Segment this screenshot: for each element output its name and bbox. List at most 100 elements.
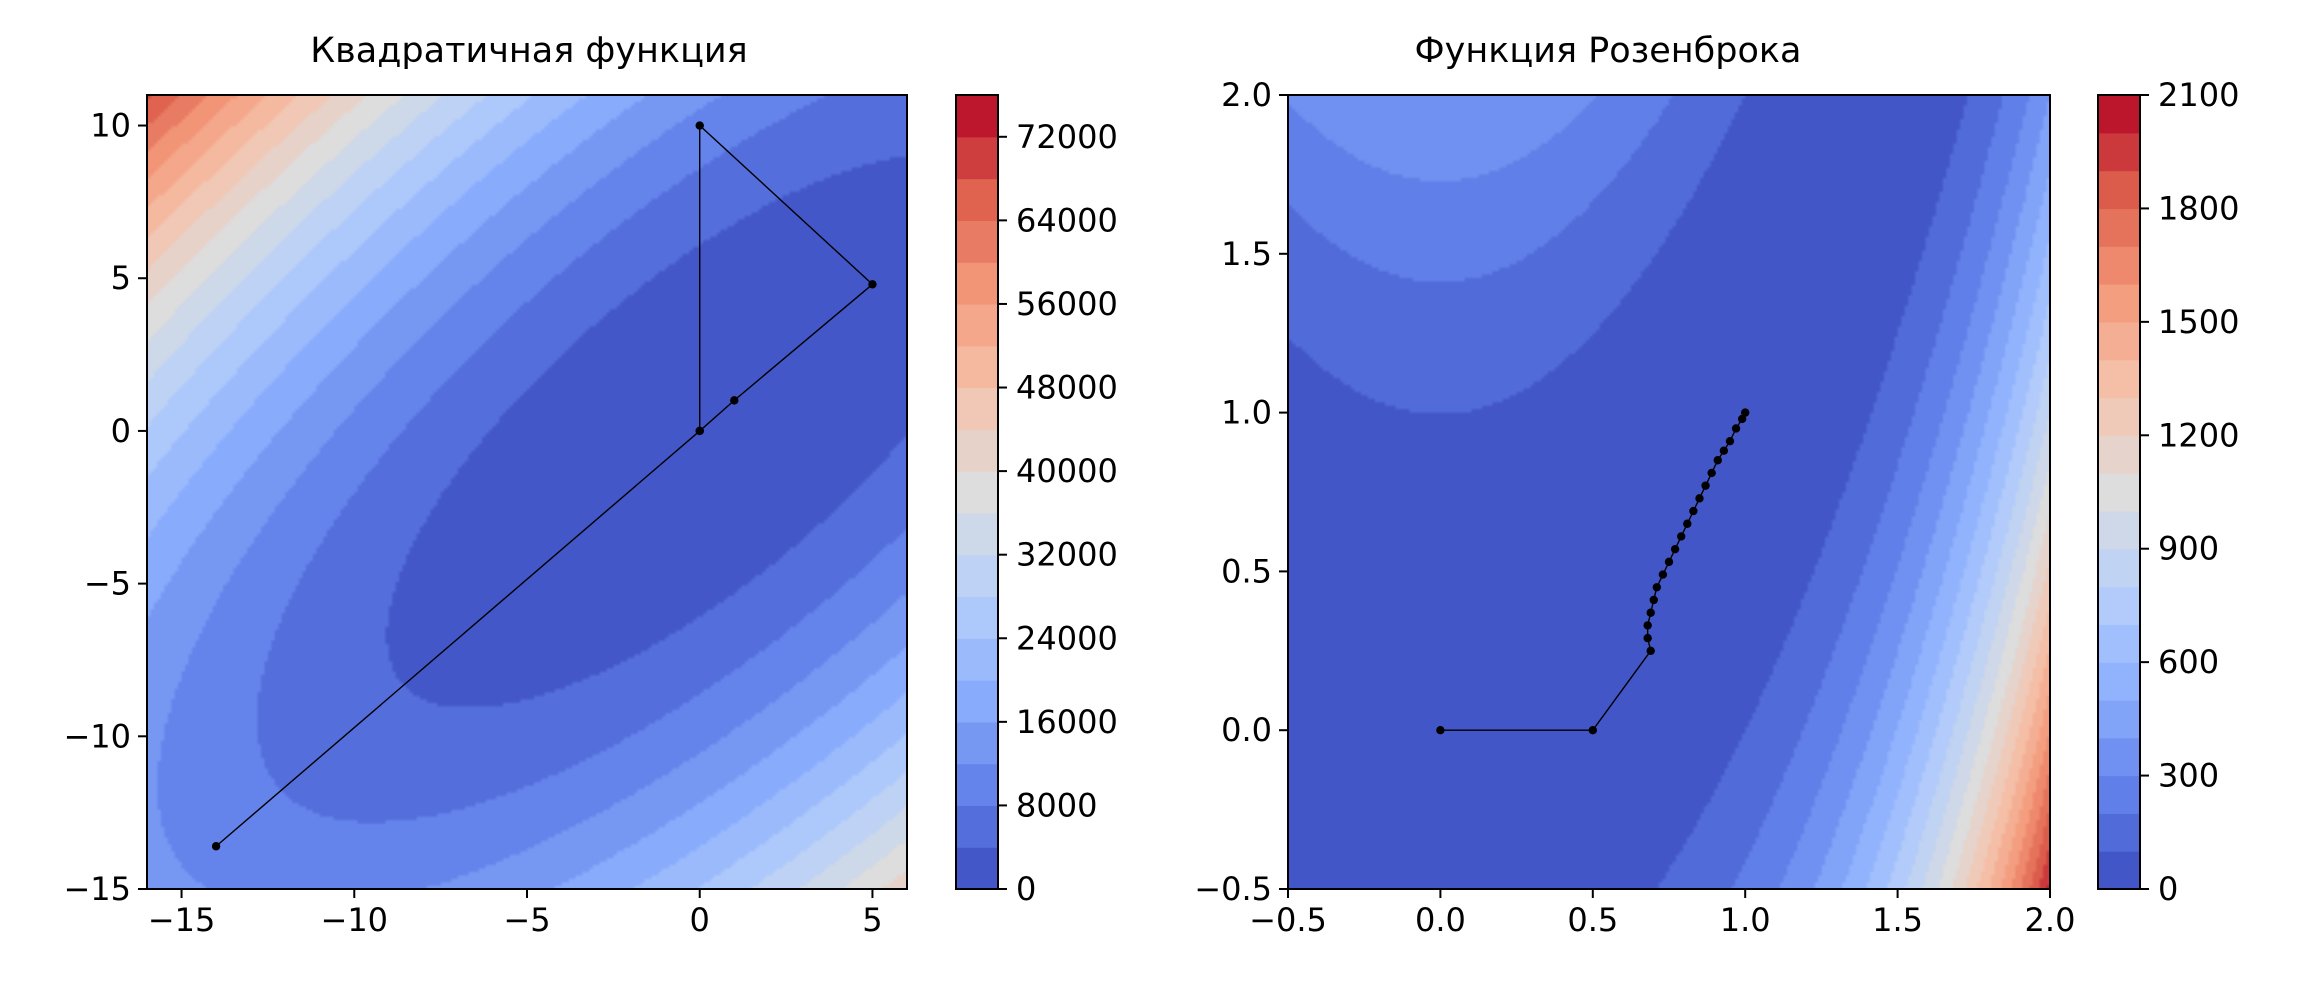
right-colorbar-band-20 xyxy=(2098,95,2140,134)
right-path-point-17 xyxy=(1713,456,1722,465)
left-colorbar-band-0 xyxy=(956,847,998,890)
right-path-point-1 xyxy=(1588,726,1598,735)
right-colorbar-band-8 xyxy=(2098,548,2140,588)
right-colorbar-band-14 xyxy=(2098,321,2140,361)
right-path-point-20 xyxy=(1731,424,1741,433)
right-path-point-10 xyxy=(1670,544,1680,554)
left-colorbar-band-16 xyxy=(956,178,998,221)
right-colorbar-band-1 xyxy=(2098,813,2140,852)
right-ytick-label-4: 1.5 xyxy=(1221,235,1272,273)
left-colorbar-band-7 xyxy=(956,554,998,598)
right-path-point-19 xyxy=(1725,436,1735,446)
left-colorbar-tick-label-1: 8000 xyxy=(1016,786,1097,824)
right-colorbar-band-18 xyxy=(2098,170,2140,210)
left-colorbar-band-6 xyxy=(956,596,998,639)
left-colorbar-band-3 xyxy=(956,721,998,765)
right-path-point-12 xyxy=(1683,519,1692,528)
right-colorbar-band-4 xyxy=(2098,699,2140,739)
right-colorbar-tick-label-4: 1200 xyxy=(2158,416,2239,454)
right-colorbar-band-7 xyxy=(2098,586,2140,625)
right-path-point-14 xyxy=(1695,494,1704,503)
right-path-point-9 xyxy=(1664,557,1674,567)
left-ytick-label-3: 0 xyxy=(111,412,131,450)
right-colorbar-tick-label-6: 1800 xyxy=(2158,189,2239,227)
left-colorbar-band-18 xyxy=(956,95,998,138)
right-colorbar: 0 300 600 900 1200 1500 1800 2100 xyxy=(2097,76,2239,908)
right-colorbar-band-16 xyxy=(2098,246,2140,285)
right-colorbar-band-3 xyxy=(2098,737,2140,777)
right-ytick-label-2: 0.5 xyxy=(1221,552,1272,590)
left-plot-area: −15 −10 −5 0 5 −15 −10 −5 0 5 10 xyxy=(63,94,908,939)
right-path-point-6 xyxy=(1649,595,1658,605)
left-colorbar: 0 8000 16000 24000 32000 40000 48000 56000 64000… xyxy=(955,94,1118,908)
right-colorbar-frame xyxy=(2097,94,2141,890)
left-colorbar-tick-label-0: 0 xyxy=(1016,870,1036,908)
left-colorbar-tick-label-3: 24000 xyxy=(1016,619,1118,657)
right-colorbar-band-13 xyxy=(2098,359,2140,399)
left-path-point-2 xyxy=(730,396,739,405)
left-path-point-0 xyxy=(211,842,221,851)
right-path-point-11 xyxy=(1676,532,1686,541)
left-ytick-label-4: 5 xyxy=(111,259,131,297)
left-ytick-label-5: 10 xyxy=(90,107,131,145)
right-path-point-15 xyxy=(1701,481,1710,490)
left-chart-title: Квадратичная функция xyxy=(310,31,747,71)
right-colorbar-band-17 xyxy=(2098,208,2140,247)
right-ytick-label-3: 1.0 xyxy=(1221,394,1272,432)
left-contour-fill xyxy=(147,95,907,889)
left-colorbar-tick-label-7: 56000 xyxy=(1016,285,1118,323)
left-colorbar-band-10 xyxy=(956,429,998,472)
left-colorbar-band-4 xyxy=(956,680,998,723)
right-ytick-label-0: −0.5 xyxy=(1194,870,1272,908)
left-xtick-label-3: 0 xyxy=(690,901,710,939)
right-path-point-5 xyxy=(1646,608,1655,617)
left-colorbar-band-13 xyxy=(956,303,998,347)
right-xtick-label-1: 0.0 xyxy=(1415,901,1466,939)
right-colorbar-band-0 xyxy=(2098,851,2140,890)
left-colorbar-band-14 xyxy=(956,262,998,305)
right-path-point-21 xyxy=(1737,414,1747,424)
left-colorbar-band-2 xyxy=(956,763,998,807)
right-colorbar-band-10 xyxy=(2098,473,2140,512)
right-colorbar-band-6 xyxy=(2098,624,2140,663)
right-path-point-22 xyxy=(1741,408,1750,417)
right-colorbar-tick-label-2: 600 xyxy=(2158,643,2219,681)
right-colorbar-band-11 xyxy=(2098,435,2140,474)
right-colorbar-band-9 xyxy=(2098,510,2140,550)
left-xtick-label-2: −5 xyxy=(503,901,550,939)
right-colorbar-tick-label-3: 900 xyxy=(2158,530,2219,568)
left-xtick-label-0: −15 xyxy=(148,901,216,939)
right-xtick-label-2: 0.5 xyxy=(1567,901,1618,939)
right-ytick-label-1: 0.0 xyxy=(1221,711,1272,749)
right-path-point-18 xyxy=(1719,446,1729,455)
left-path-line xyxy=(215,123,874,847)
left-colorbar-band-8 xyxy=(956,512,998,556)
right-path-point-13 xyxy=(1689,506,1698,516)
left-xtick-label-1: −10 xyxy=(321,901,389,939)
right-plot-area: −0.5 0.0 0.5 1.0 1.5 2.0 −0.5 0.0 0.5 1.0 1.5 2.0 xyxy=(1194,76,2075,939)
right-colorbar-tick-label-7: 2100 xyxy=(2158,76,2239,114)
right-axes-frame xyxy=(1287,94,2051,890)
right-xtick-label-0: −0.5 xyxy=(1249,901,1327,939)
right-xtick-label-4: 1.5 xyxy=(1872,901,1923,939)
right-colorbar-tick-label-0: 0 xyxy=(2158,870,2178,908)
left-subplot: Квадратичная функция −15 −10 −5 0 5 −15 −10 −5 0… xyxy=(63,31,1117,939)
right-colorbar-band-15 xyxy=(2098,284,2140,323)
right-colorbar-band-5 xyxy=(2098,662,2140,701)
left-colorbar-tick-label-6: 48000 xyxy=(1016,369,1118,407)
left-path-point-5 xyxy=(695,426,704,436)
left-ytick-label-1: −10 xyxy=(63,717,131,755)
left-path-point-3 xyxy=(868,280,877,289)
left-ytick-label-2: −5 xyxy=(84,565,131,603)
right-colorbar-tick-label-1: 300 xyxy=(2158,757,2219,795)
left-colorbar-band-1 xyxy=(956,805,998,848)
right-colorbar-band-12 xyxy=(2098,397,2140,436)
left-colorbar-frame xyxy=(955,94,999,890)
left-colorbar-band-11 xyxy=(956,387,998,430)
right-contour-fill xyxy=(1288,95,2050,889)
left-colorbar-tick-label-4: 32000 xyxy=(1016,536,1118,574)
right-path-point-2 xyxy=(1646,646,1655,655)
left-colorbar-band-5 xyxy=(956,638,998,681)
right-path-point-8 xyxy=(1658,570,1668,579)
